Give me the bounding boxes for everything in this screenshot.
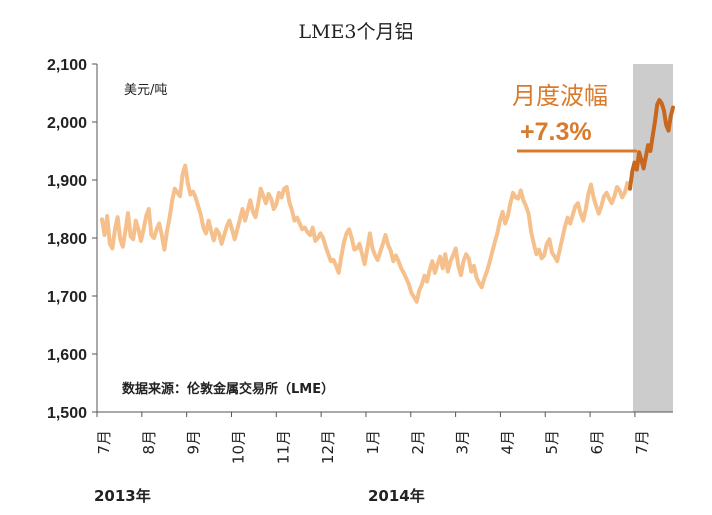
x-tick-label: 7月 <box>95 430 113 455</box>
annotation-label: 月度波幅 <box>512 82 608 110</box>
x-tick-label: 12月 <box>319 430 337 464</box>
unit-label: 美元/吨 <box>124 83 167 98</box>
x-tick-label: 5月 <box>543 430 561 455</box>
x-tick-label: 6月 <box>588 430 606 455</box>
y-tick-label: 1,800 <box>47 231 87 248</box>
y-tick-label: 1,500 <box>47 405 87 422</box>
y-tick-label: 1,600 <box>47 347 87 364</box>
highlight-shade <box>633 64 673 412</box>
x-axis: 7月 8月 9月 10月 11月 12月 1月 2月 3月 4月 5月 6月 7月 <box>95 412 651 464</box>
y-tick-label: 1,900 <box>47 173 87 190</box>
series-group <box>100 98 675 304</box>
y-tick-label: 1,700 <box>47 289 87 306</box>
y-tick-label: 2,000 <box>47 115 87 132</box>
year-label-2013: 2013年 <box>94 487 151 505</box>
annotation-value: +7.3% <box>520 118 592 146</box>
price-line <box>100 163 632 304</box>
year-label-2014: 2014年 <box>368 487 425 505</box>
x-tick-label: 9月 <box>185 430 203 455</box>
y-tick-label: 2,100 <box>47 57 87 74</box>
x-tick-label: 3月 <box>454 430 472 455</box>
y-axis: 1,500 1,600 1,700 1,800 1,900 2,000 2,100 <box>47 57 97 422</box>
x-tick-label: 4月 <box>498 430 516 455</box>
x-tick-label: 10月 <box>229 430 247 464</box>
chart-title: LME3个月铝 <box>298 21 413 43</box>
x-tick-label: 11月 <box>274 430 292 464</box>
x-tick-label: 7月 <box>633 430 651 455</box>
price-line-highlight <box>628 98 675 191</box>
x-tick-label: 2月 <box>409 430 427 455</box>
source-note: 数据来源：伦敦金属交易所（LME） <box>122 381 334 397</box>
x-tick-label: 1月 <box>364 430 382 455</box>
x-tick-label: 8月 <box>140 430 158 455</box>
